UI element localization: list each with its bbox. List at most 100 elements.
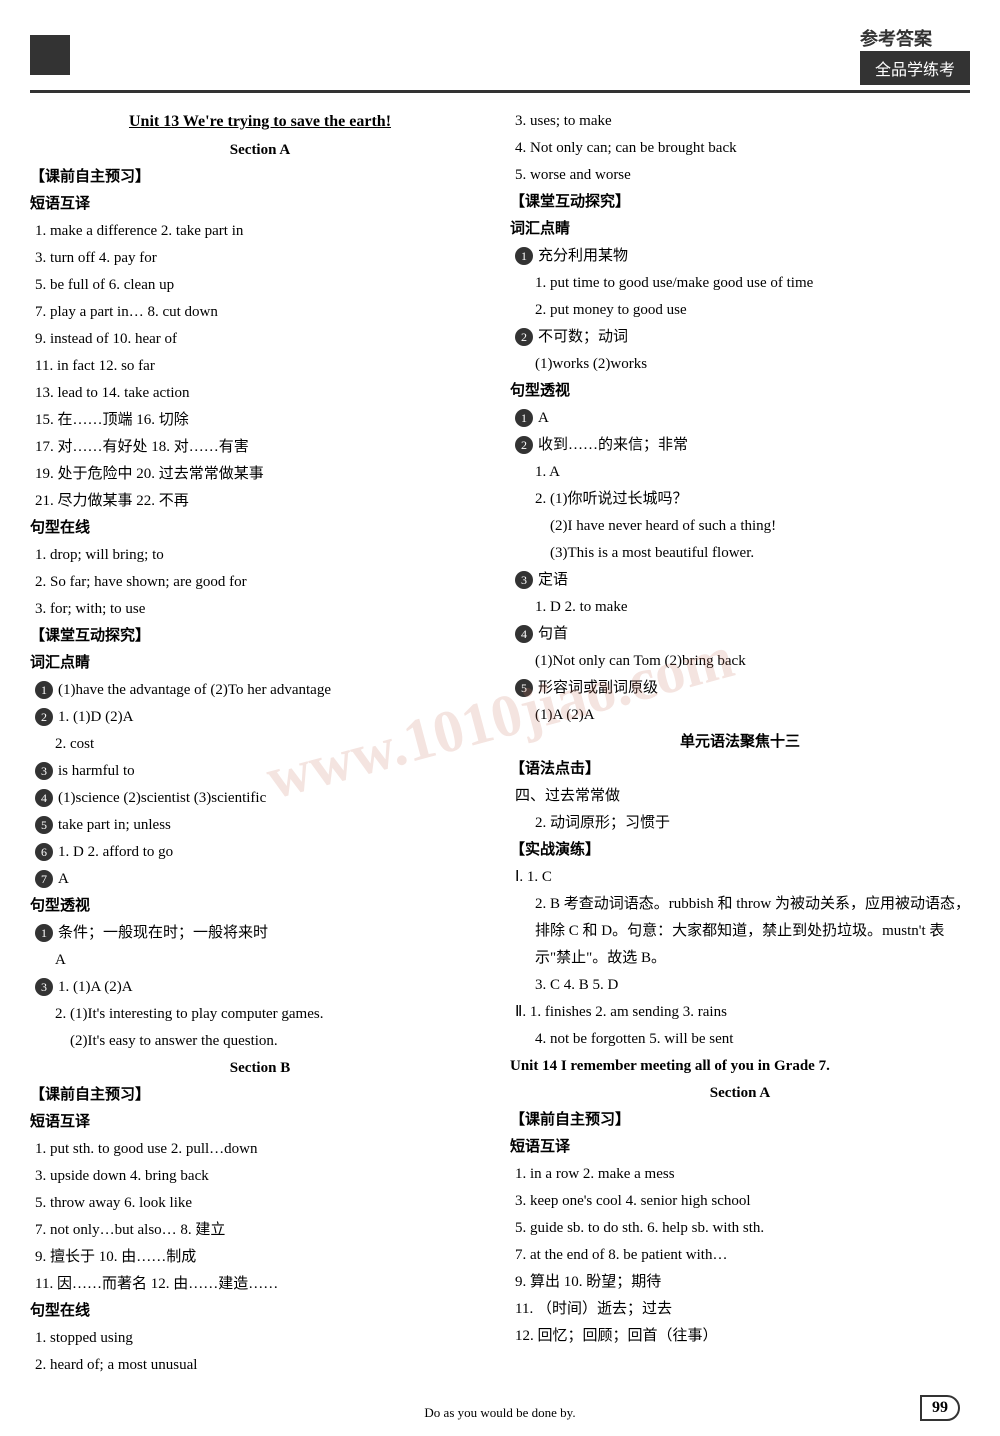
unit-title: Unit 13 We're trying to save the earth! [30, 108, 490, 137]
sentence-online-label: 句型在线 [30, 515, 490, 542]
header-right-group: 参考答案 全品学练考 [860, 25, 970, 85]
sentence-view-label: 句型透视 [30, 893, 490, 920]
vocab-item: 5 take part in; unless [30, 812, 490, 839]
sv-r-text: 句首 [538, 626, 568, 642]
circle-icon: 3 [35, 978, 53, 996]
vocab-text: (1)have the advantage of (2)To her advan… [58, 682, 331, 698]
unit14-title: Unit 14 I remember meeting all of you in… [510, 1053, 970, 1080]
sv-r-item: (3)This is a most beautiful flower. [510, 540, 970, 567]
phrase-item: 5. be full of 6. clean up [30, 272, 490, 299]
phrases-14-label: 短语互译 [510, 1134, 970, 1161]
vocab-item: 2 1. (1)D (2)A [30, 704, 490, 731]
circle-icon: 3 [515, 571, 533, 589]
vocab-r-item: (1)works (2)works [510, 351, 970, 378]
vocab-r-item: 1 充分利用某物 [510, 243, 970, 270]
sentence-view-item: 1 条件；一般现在时；一般将来时 [30, 920, 490, 947]
header-icon [30, 35, 70, 75]
sentence-view-r-label: 句型透视 [510, 378, 970, 405]
circle-icon: 1 [35, 681, 53, 699]
right-column: 3. uses; to make 4. Not only can; can be… [510, 108, 970, 1379]
circle-icon: 3 [35, 762, 53, 780]
page-header: 参考答案 全品学练考 [30, 20, 970, 93]
phrase-14-item: 5. guide sb. to do sth. 6. help sb. with… [510, 1215, 970, 1242]
sentence-view-item: 2. (1)It's interesting to play computer … [30, 1001, 490, 1028]
vocab-text: A [58, 871, 69, 887]
sentence-b-item: 1. stopped using [30, 1325, 490, 1352]
sv-r-item: 1A [510, 405, 970, 432]
phrase-item: 7. play a part in… 8. cut down [30, 299, 490, 326]
pre-study-header: 【课前自主预习】 [30, 164, 490, 191]
grammar-item: 2. 动词原形；习惯于 [510, 810, 970, 837]
vocab-r-text: 充分利用某物 [538, 248, 628, 264]
vocab-item: 7A [30, 866, 490, 893]
vocab-r-text: 不可数；动词 [538, 329, 628, 345]
vocab-item: 2. cost [30, 731, 490, 758]
phrase-item: 9. instead of 10. hear of [30, 326, 490, 353]
circle-icon: 2 [35, 708, 53, 726]
class-explore-header: 【课堂互动探究】 [30, 623, 490, 650]
sv-r-text: 收到……的来信；非常 [538, 437, 688, 453]
section-a-14-label: Section A [510, 1080, 970, 1107]
phrase-b-item: 11. 因……而著名 12. 由……建造…… [30, 1271, 490, 1298]
sv-text: 条件；一般现在时；一般将来时 [58, 925, 268, 941]
sv-r-item: 1. A [510, 459, 970, 486]
top-item: 3. uses; to make [510, 108, 970, 135]
phrase-b-item: 1. put sth. to good use 2. pull…down [30, 1136, 490, 1163]
sentence-online-b-label: 句型在线 [30, 1298, 490, 1325]
phrase-item: 15. 在……顶端 16. 切除 [30, 407, 490, 434]
circle-icon: 1 [35, 924, 53, 942]
sentence-item: 2. So far; have shown; are good for [30, 569, 490, 596]
phrase-14-item: 7. at the end of 8. be patient with… [510, 1242, 970, 1269]
grammar-focus-label: 单元语法聚焦十三 [510, 729, 970, 756]
phrase-14-item: 11. （时间）逝去；过去 [510, 1296, 970, 1323]
vocab-text: take part in; unless [58, 817, 171, 833]
circle-icon: 4 [515, 625, 533, 643]
circle-icon: 5 [515, 679, 533, 697]
top-item: 5. worse and worse [510, 162, 970, 189]
phrase-item: 11. in fact 12. so far [30, 353, 490, 380]
vocab-label: 词汇点睛 [30, 650, 490, 677]
phrase-item: 13. lead to 14. take action [30, 380, 490, 407]
circle-icon: 5 [35, 816, 53, 834]
sv-r-item: (1)Not only can Tom (2)bring back [510, 648, 970, 675]
sentence-view-item: (2)It's easy to answer the question. [30, 1028, 490, 1055]
phrase-14-item: 3. keep one's cool 4. senior high school [510, 1188, 970, 1215]
sentence-view-item: A [30, 947, 490, 974]
sv-r-text: 定语 [538, 572, 568, 588]
phrase-item: 3. turn off 4. pay for [30, 245, 490, 272]
phrase-item: 21. 尽力做某事 22. 不再 [30, 488, 490, 515]
sv-r-item: 1. D 2. to make [510, 594, 970, 621]
vocab-r-item: 1. put time to good use/make good use of… [510, 270, 970, 297]
phrases-b-label: 短语互译 [30, 1109, 490, 1136]
vocab-item: 4(1)science (2)scientist (3)scientific [30, 785, 490, 812]
vocab-item: 3 is harmful to [30, 758, 490, 785]
sentence-item: 1. drop; will bring; to [30, 542, 490, 569]
practice-item: 3. C 4. B 5. D [510, 972, 970, 999]
sv-r-item: 4 句首 [510, 621, 970, 648]
vocab-r-item: 2不可数；动词 [510, 324, 970, 351]
top-item: 4. Not only can; can be brought back [510, 135, 970, 162]
circle-icon: 6 [35, 843, 53, 861]
footer-text: Do as you would be done by. [0, 1405, 1000, 1421]
header-text-2: 全品学练考 [860, 51, 970, 85]
vocab-text: 1. (1)D (2)A [58, 709, 133, 725]
page-container: 参考答案 全品学练考 www.1010jiao.com Unit 13 We'r… [0, 0, 1000, 1436]
circle-icon: 7 [35, 870, 53, 888]
section-b-label: Section B [30, 1055, 490, 1082]
phrase-b-item: 5. throw away 6. look like [30, 1190, 490, 1217]
sv-r-item: 2 收到……的来信；非常 [510, 432, 970, 459]
practice-item: 4. not be forgotten 5. will be sent [510, 1026, 970, 1053]
section-a-label: Section A [30, 137, 490, 164]
circle-icon: 2 [515, 436, 533, 454]
circle-icon: 1 [515, 247, 533, 265]
content-area: Unit 13 We're trying to save the earth! … [30, 108, 970, 1379]
page-number: 99 [920, 1395, 960, 1421]
vocab-text: is harmful to [58, 763, 135, 779]
vocab-item: 1 (1)have the advantage of (2)To her adva… [30, 677, 490, 704]
class-explore-r-header: 【课堂互动探究】 [510, 189, 970, 216]
sv-r-text: 形容词或副词原级 [538, 680, 658, 696]
practice-label: 【实战演练】 [510, 837, 970, 864]
sv-r-item: (1)A (2)A [510, 702, 970, 729]
pre-study-14-header: 【课前自主预习】 [510, 1107, 970, 1134]
phrase-14-item: 9. 算出 10. 盼望；期待 [510, 1269, 970, 1296]
